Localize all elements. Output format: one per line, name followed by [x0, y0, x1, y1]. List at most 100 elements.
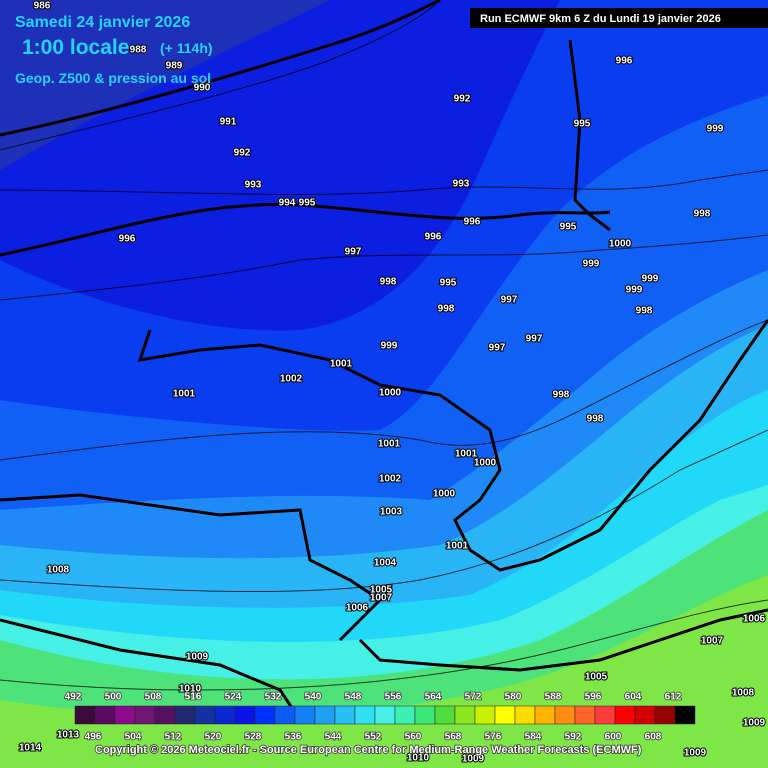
isobar-label: 995	[574, 119, 591, 130]
isobar-label: 1001	[330, 359, 353, 370]
legend-label: 496	[85, 732, 102, 743]
legend-swatch	[394, 705, 416, 725]
legend-label: 524	[225, 692, 242, 703]
legend-label: 572	[465, 692, 482, 703]
isobar-label: 1004	[374, 558, 397, 569]
legend-label: 592	[565, 732, 582, 743]
isobar-label: 999	[642, 274, 659, 285]
isobar-label: 994	[279, 198, 296, 209]
legend-label: 588	[545, 692, 562, 703]
isobar-label: 1002	[280, 374, 303, 385]
isobar-label: 1003	[380, 507, 403, 518]
isobar-label: 1006	[743, 614, 766, 625]
legend-swatch	[494, 705, 516, 725]
isobar-label: 992	[454, 94, 471, 105]
legend-swatch	[94, 705, 116, 725]
legend-swatch	[674, 705, 696, 725]
legend-swatch	[114, 705, 136, 725]
copyright: Copyright © 2026 Meteociel.fr - Source E…	[95, 744, 642, 756]
isobar-label: 986	[34, 1, 51, 12]
legend-label: 564	[425, 692, 442, 703]
isobar-label: 1005	[585, 672, 608, 683]
legend-swatch	[274, 705, 296, 725]
isobar-label: 1014	[19, 743, 42, 754]
thick-line	[0, 618, 302, 721]
legend-label: 612	[665, 692, 682, 703]
run-box	[470, 8, 768, 28]
legend-swatch	[594, 705, 616, 725]
legend-swatch	[214, 705, 236, 725]
legend-swatch	[174, 705, 196, 725]
isobar-label: 1000	[433, 489, 456, 500]
isobar	[0, 169, 768, 195]
isobar-label: 991	[220, 117, 237, 128]
legend-label: 568	[445, 732, 462, 743]
isobar-label: 999	[583, 259, 600, 270]
legend-label: 544	[325, 732, 342, 743]
legend-swatch	[654, 705, 676, 725]
thick-line	[137, 319, 768, 572]
isobar	[0, 319, 768, 461]
isobar-label: 1010	[407, 753, 430, 764]
thick-line	[568, 39, 611, 232]
isobar-label: 1002	[379, 474, 402, 485]
legend-label: 604	[625, 692, 642, 703]
legend-label: 608	[645, 732, 662, 743]
legend-label: 580	[505, 692, 522, 703]
isobar-label: 998	[438, 304, 455, 315]
legend-swatch	[414, 705, 436, 725]
legend-label: 532	[265, 692, 282, 703]
isobar	[0, 599, 768, 691]
isobar-label: 1008	[732, 688, 755, 699]
isobar-label: 995	[440, 278, 457, 289]
isobar-label: 989	[166, 61, 183, 72]
legend-swatch	[374, 705, 396, 725]
isobar-label: 1000	[379, 388, 402, 399]
legend-label: 504	[125, 732, 142, 743]
legend-swatch	[254, 705, 276, 725]
isobar-label: 996	[119, 234, 136, 245]
isobar-label: 988	[130, 45, 147, 56]
legend-label: 540	[305, 692, 322, 703]
isobar-label: 1000	[474, 458, 497, 469]
legend-swatch	[574, 705, 596, 725]
legend-label: 556	[385, 692, 402, 703]
isobar-label: 996	[616, 56, 633, 67]
isobar-label: 995	[299, 198, 316, 209]
legend-swatch	[194, 705, 216, 725]
isobar-label: 998	[553, 390, 570, 401]
legend-swatch	[554, 705, 576, 725]
isobar-label: 996	[464, 217, 481, 228]
legend-swatch	[474, 705, 496, 725]
date: Samedi 24 janvier 2026	[15, 14, 190, 31]
legend-swatch	[434, 705, 456, 725]
thick-line	[358, 608, 768, 672]
isobar-label: 992	[234, 148, 251, 159]
legend-label: 508	[145, 692, 162, 703]
legend-swatch	[634, 705, 656, 725]
thick-line	[0, 0, 441, 137]
legend-swatch	[134, 705, 156, 725]
isobar-label: 1001	[446, 541, 469, 552]
legend-swatch	[74, 705, 96, 725]
legend-label: 500	[105, 692, 122, 703]
isobar-label: 996	[425, 232, 442, 243]
legend-label: 520	[205, 732, 222, 743]
legend-label: 560	[405, 732, 422, 743]
isobar-label: 1001	[378, 439, 401, 450]
isobar-label: 998	[636, 306, 653, 317]
legend-swatch	[154, 705, 176, 725]
time: 1:00 locale	[22, 36, 129, 59]
isobar-label: 990	[194, 83, 211, 94]
isobar-label: 1009	[462, 754, 485, 765]
isobar-label: 1009	[684, 748, 707, 759]
isobar-label: 1010	[179, 684, 202, 695]
isobar-label: 997	[489, 343, 506, 354]
legend-swatch	[314, 705, 336, 725]
legend-swatch	[514, 705, 536, 725]
product: Geop. Z500 & pression au sol	[15, 70, 211, 86]
legend-label: 600	[605, 732, 622, 743]
legend-swatch	[294, 705, 316, 725]
isobar-label: 998	[694, 209, 711, 220]
